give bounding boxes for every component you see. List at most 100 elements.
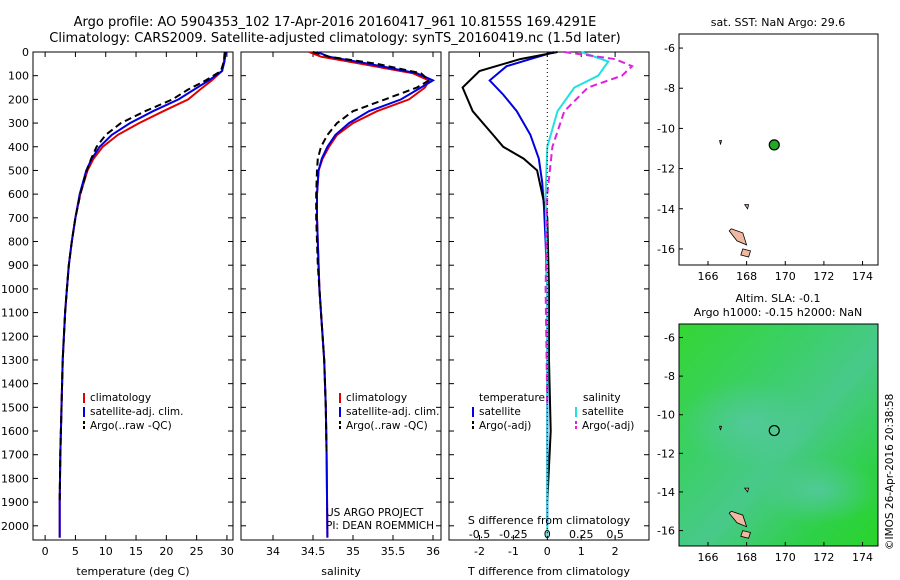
sla-map-land [743, 487, 750, 493]
temperature-ytick-label: 300 [8, 117, 29, 130]
temperature-xtick-label: 25 [190, 545, 204, 558]
temperature-ytick-label: 700 [8, 212, 29, 225]
sla-map-ytick-label: -10 [657, 409, 675, 422]
salinity-xtick-label: 34.5 [301, 545, 326, 558]
salinity-legend-label: satellite-adj. clim. [346, 406, 439, 418]
temperature-legend-label: climatology [90, 392, 151, 404]
sla-map-argo-marker [768, 424, 780, 437]
difference-stick-label: 0 [544, 528, 551, 541]
temperature-xtick-label: 5 [72, 545, 79, 558]
sla-map-ytick-label: -14 [657, 486, 675, 499]
difference-stick-label: -0.5 [469, 528, 490, 541]
temperature-legend-label: Argo(..raw -QC) [90, 420, 172, 432]
sst-map-ytick-label: -12 [657, 163, 675, 176]
temperature-ytick-label: 1600 [1, 425, 29, 438]
difference-legend-header-salinity: salinity [583, 392, 621, 404]
sst-map-frame [678, 33, 879, 266]
difference-series-satellite [544, 51, 610, 538]
difference-salinity-legend-label: Argo(-adj) [582, 420, 634, 432]
temperature-panel: 0 5 10 15 20 25 300100200300400500600700800900… [1, 46, 234, 578]
salinity-series-argo-raw-qc- [312, 51, 431, 455]
temperature-ytick-label: 1200 [1, 330, 29, 343]
temperature-ytick-label: 2000 [1, 520, 29, 533]
figure-title-line2: Climatology: CARS2009. Satellite-adjuste… [49, 31, 621, 46]
temperature-series-satellite-adj-clim- [58, 51, 227, 538]
sla-map-ytick-label: -12 [657, 447, 675, 460]
temperature-ytick-label: 600 [8, 188, 29, 201]
difference-legend-header-temperature: temperature [479, 392, 545, 404]
sst-map-panel: 166 168 170 172 174 -6 -8 -10 -12 -14 -16 sat. SST:… [657, 16, 879, 283]
temperature-ytick-label: 1800 [1, 472, 29, 485]
temperature-frame [32, 51, 234, 541]
project-label: US ARGO PROJECT [326, 507, 424, 519]
difference-stick-label: 0.25 [569, 528, 594, 541]
temperature-ytick-label: 900 [8, 259, 29, 272]
difference-series-argo-adj- [461, 51, 558, 503]
sst-map-title: sat. SST: NaN Argo: 29.6 [711, 16, 845, 29]
figure-title-line1: Argo profile: AO 5904353_102 17-Apr-2016… [74, 15, 597, 30]
temperature-ytick-label: 400 [8, 141, 29, 154]
sla-map-frame [678, 323, 879, 547]
temperature-ytick-label: 1100 [1, 307, 29, 320]
temperature-ytick-label: 800 [8, 236, 29, 249]
difference-salinity-legend-label: satellite [582, 406, 624, 418]
sst-map-ytick-label: -10 [657, 122, 675, 135]
sst-map-ytick-label: -16 [657, 243, 675, 256]
temperature-ytick-label: 1000 [1, 283, 29, 296]
temperature-ytick-label: 1900 [1, 496, 29, 509]
difference-temperature-legend-label: Argo(-adj) [479, 420, 531, 432]
salinity-xtick-label: 36 [426, 545, 440, 558]
difference-xtick-label: 2 [612, 545, 619, 558]
temperature-ytick-label: 1700 [1, 449, 29, 462]
temperature-series-argo-raw-qc- [58, 51, 227, 503]
sla-map-ytick-label: -16 [657, 525, 675, 538]
pi-label: PI: DEAN ROEMMICH [326, 520, 434, 532]
salinity-panel: 34 34.5 35 35.5 36 salinity climatology satelli… [240, 51, 442, 578]
difference-temperature-legend-label: satellite [479, 406, 521, 418]
sst-map-land [728, 228, 748, 246]
sla-map-xtick-label: 168 [736, 551, 757, 564]
sla-map-land [719, 425, 723, 431]
temperature-xtick-label: 0 [42, 545, 49, 558]
difference-frame [448, 51, 650, 541]
sla-map-xtick-label: 170 [775, 551, 796, 564]
difference-stick-label: -0.25 [499, 528, 527, 541]
temperature-xlabel: temperature (deg C) [76, 565, 189, 578]
sla-map-land [728, 510, 748, 528]
temperature-ytick-label: 1400 [1, 378, 29, 391]
difference-xlabel-top: S difference from climatology [468, 514, 631, 527]
sla-map-panel: 166 168 170 172 174 -6 -8 -10 -12 -14 -16 Altim. SL… [657, 292, 879, 564]
salinity-legend-label: Argo(..raw -QC) [346, 420, 428, 432]
difference-panel: -2 -1 0 1 2 -0.5 -0.25 0 0.25 0.5S difference fro… [448, 51, 650, 578]
difference-xtick-label: -1 [508, 545, 519, 558]
copyright-label: ©IMOS 26-Apr-2016 20:38:58 [884, 394, 896, 550]
sst-map-ytick-label: -8 [664, 82, 675, 95]
temperature-ytick-label: 1300 [1, 354, 29, 367]
difference-series-argo-adj- [544, 51, 634, 408]
sla-map-xtick-label: 174 [852, 551, 873, 564]
sla-map-land [740, 530, 752, 539]
sla-map-xtick-label: 172 [813, 551, 834, 564]
sst-map-land [743, 204, 750, 210]
sst-map-xtick-label: 172 [813, 270, 834, 283]
temperature-xtick-label: 15 [129, 545, 143, 558]
salinity-xtick-label: 35.5 [381, 545, 406, 558]
sla-map-title-line2: Argo h1000: -0.15 h2000: NaN [694, 306, 863, 319]
temperature-ytick-label: 1500 [1, 401, 29, 414]
sst-map-xtick-label: 174 [852, 270, 873, 283]
difference-series-satellite [488, 51, 555, 526]
sst-map-xtick-label: 168 [736, 270, 757, 283]
difference-xtick-label: 0 [544, 545, 551, 558]
temperature-ytick-label: 500 [8, 164, 29, 177]
sst-map-xtick-label: 170 [775, 270, 796, 283]
sst-map-land [740, 248, 752, 258]
difference-xtick-label: 1 [578, 545, 585, 558]
sst-map-ytick-label: -6 [664, 42, 675, 55]
sla-map-sla-anomaly [758, 457, 878, 524]
salinity-frame [240, 51, 442, 541]
sst-map-argo-marker [768, 139, 780, 151]
salinity-xtick-label: 35 [346, 545, 360, 558]
sst-map-land [719, 140, 723, 145]
salinity-xtick-label: 34 [266, 545, 280, 558]
